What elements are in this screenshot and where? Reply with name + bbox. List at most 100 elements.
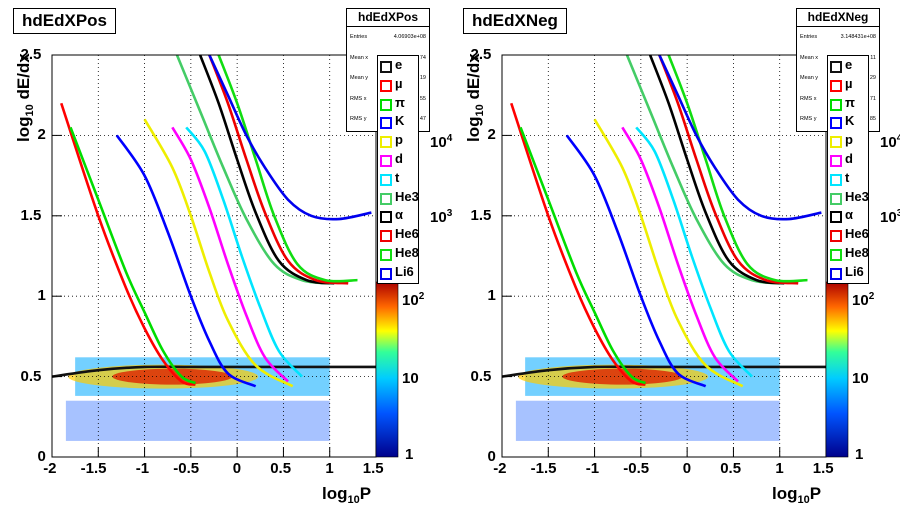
- stats-value: 71: [869, 95, 876, 102]
- colorbar-label: 10: [852, 370, 869, 387]
- y-tick-label: 0.5: [20, 367, 42, 385]
- stats-value: 11: [870, 54, 876, 61]
- stats-label: RMS y: [800, 116, 817, 122]
- legend-item-He8: He8: [828, 244, 869, 263]
- stats-value: 29: [869, 75, 876, 81]
- x-tick-label: 0.5: [720, 460, 742, 477]
- band-curve-He8: [217, 55, 358, 283]
- legend-marker: [830, 230, 842, 243]
- stats-label: Mean y: [350, 75, 369, 81]
- legend-label: He8: [395, 244, 419, 260]
- legend-label: d: [395, 150, 403, 166]
- y-tick-label: 0: [487, 448, 496, 465]
- x-tick-label: -0.5: [173, 460, 200, 477]
- band-curve-Li6: [208, 55, 372, 221]
- y-tick-label: 0.5: [470, 367, 492, 385]
- legend-marker: [830, 136, 842, 149]
- legend-item-pi: π: [828, 94, 868, 113]
- band-curve-p: [593, 118, 744, 388]
- legend-label: e: [845, 57, 853, 72]
- legend-label: p: [845, 132, 853, 148]
- legend-item-He6: He6: [828, 225, 869, 244]
- legend-marker: [830, 117, 842, 130]
- x-tick-label: -1.5: [80, 460, 107, 477]
- band-curve-t: [635, 126, 753, 378]
- band-curve-t: [185, 126, 303, 378]
- plot-frame: [51, 54, 377, 458]
- legend-label: He3: [395, 188, 419, 204]
- y-axis-label: log10 dE/dx: [464, 53, 486, 142]
- legend-item-d: d: [378, 150, 418, 169]
- y-tick-label: 1.5: [470, 206, 492, 224]
- stats-title: hdEdXPos: [347, 9, 429, 27]
- band-curve-pi: [69, 126, 197, 385]
- x-tick-label: -1.5: [530, 460, 557, 477]
- legend-marker: [380, 117, 392, 130]
- colorbar-label: 102: [852, 291, 875, 309]
- legend-item-He3: He3: [378, 188, 419, 207]
- legend-marker: [380, 154, 392, 167]
- band-curve-e: [502, 365, 826, 378]
- y-tick-label: 2: [37, 126, 46, 144]
- band-curve-K: [115, 134, 257, 388]
- x-axis-label: log10P: [322, 484, 372, 506]
- band-curve-He3: [625, 55, 780, 285]
- heatmap-low-band: [515, 400, 780, 441]
- legend-marker: [380, 173, 392, 186]
- x-axis-label: log10P: [772, 484, 822, 506]
- stats-value: 19: [419, 75, 426, 81]
- x-tick-label: -2: [43, 460, 57, 477]
- stats-value: 74: [419, 54, 426, 61]
- stats-row: Mean y 29: [797, 68, 879, 89]
- x-tick-label: 0: [232, 460, 242, 477]
- legend-item-He6: He6: [378, 225, 419, 244]
- band-curves: [502, 55, 826, 388]
- stats-value: 47: [419, 116, 426, 122]
- band-curve-d: [171, 126, 289, 383]
- legend-item-d: d: [828, 150, 868, 169]
- legend-marker: [830, 211, 842, 224]
- legend-marker: [830, 267, 842, 280]
- legend-label: α: [395, 207, 403, 223]
- legend-label: K: [845, 113, 855, 129]
- stats-value: 3.148431e+08: [840, 34, 876, 40]
- y-tick-label: 2.5: [470, 46, 492, 63]
- band-curve-He3: [175, 55, 330, 285]
- plot-frame-bg: [52, 55, 376, 457]
- legend-item-e: e: [378, 56, 418, 75]
- colorbar-label: 103: [880, 208, 900, 226]
- stats-row: RMS y 47: [347, 109, 429, 130]
- plot-area-neg: [501, 54, 849, 458]
- y-tick-label: 2: [487, 126, 496, 144]
- band-curve-mu: [510, 102, 646, 386]
- stats-label: Mean x: [800, 54, 819, 61]
- legend-marker: [380, 267, 392, 280]
- legend-label: He6: [395, 226, 419, 242]
- colorbar: [376, 282, 398, 457]
- stats-label: Entries: [350, 34, 368, 40]
- legend-marker: [830, 79, 842, 92]
- legend-item-pi: π: [378, 94, 418, 113]
- legend-label: He3: [845, 188, 869, 204]
- colorbar-label: 102: [402, 291, 425, 309]
- legend-label: Li6: [845, 263, 864, 279]
- band-curves: [52, 55, 376, 388]
- legend-item-K: K: [378, 112, 418, 131]
- x-tick-label: 1.5: [362, 460, 384, 477]
- y-tick-label: 2.5: [20, 46, 42, 63]
- band-curve-alpha: [198, 55, 335, 285]
- colorbar-label: 104: [430, 133, 453, 151]
- legend-marker: [380, 248, 392, 261]
- colorbar-label: 10: [402, 370, 419, 387]
- stats-row: Mean x 74: [347, 48, 429, 69]
- colorbar-label: 1: [405, 446, 414, 463]
- legend-item-t: t: [378, 169, 418, 188]
- stats-label: Mean x: [350, 54, 369, 61]
- y-tick-label: 1.5: [20, 206, 42, 224]
- legend-label: µ: [395, 75, 403, 91]
- legend-marker: [380, 211, 392, 224]
- x-tick-label: 1: [325, 460, 334, 477]
- legend-marker: [380, 192, 392, 205]
- legend-marker: [830, 154, 842, 167]
